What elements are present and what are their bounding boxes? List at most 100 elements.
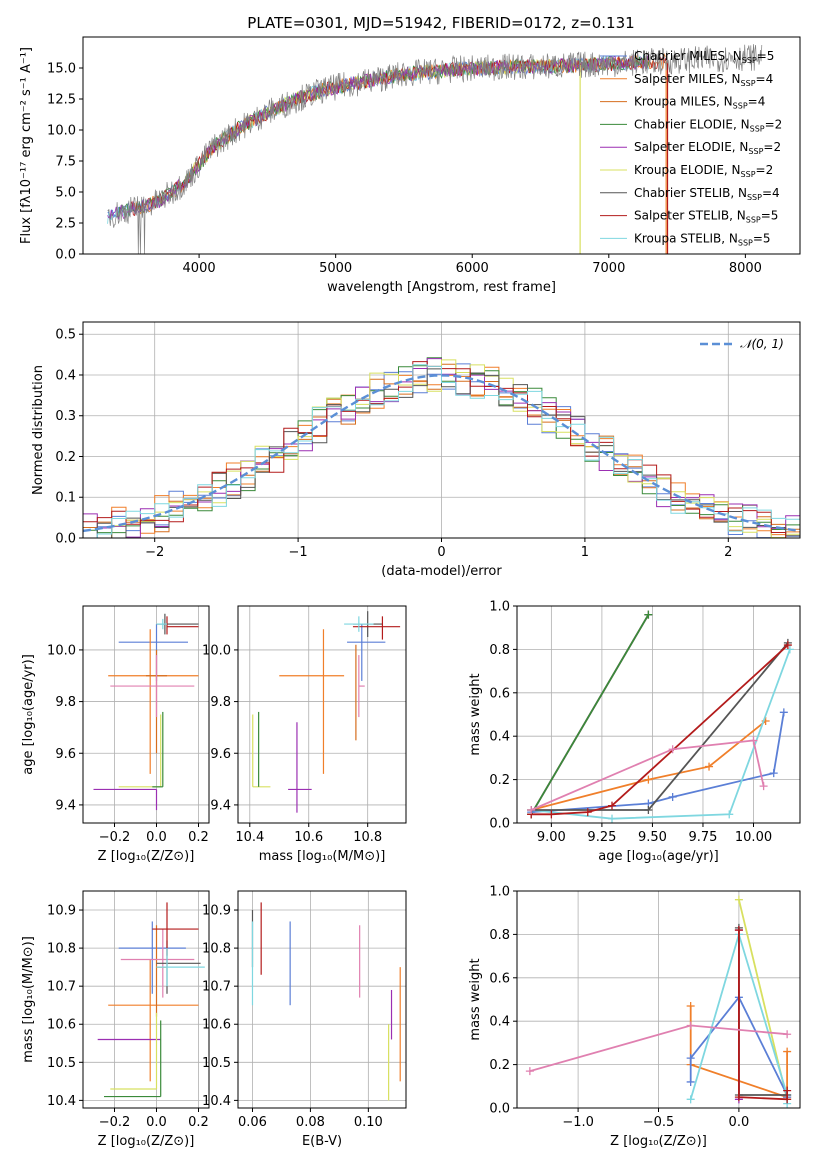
data-point-marker — [769, 769, 778, 778]
x-tick-label: 0.08 — [296, 1115, 325, 1130]
data-point-marker — [686, 1054, 695, 1063]
y-tick-label: 2.5 — [55, 217, 76, 232]
legend-label-sub: SSP — [742, 56, 757, 65]
data-point-marker — [734, 926, 743, 935]
data-point-marker — [705, 762, 714, 771]
legend-label-sub: SSP — [741, 170, 756, 179]
legend-label-main: Salpeter ELODIE, N — [634, 140, 748, 154]
x-tick-label: 0.2 — [188, 1115, 209, 1130]
axes-frame — [82, 605, 210, 824]
x-axis-label: wavelength [Angstrom, rest frame] — [327, 280, 556, 295]
legend-label-sub: SSP — [747, 193, 762, 202]
legend-label: Kroupa STELIB, NSSP=5 — [634, 231, 771, 247]
x-axis-label: (data-model)/error — [381, 564, 502, 579]
y-tick-label: 0.6 — [489, 686, 510, 701]
y-tick-label: 12.5 — [47, 93, 76, 108]
legend-label-sub: SSP — [750, 124, 765, 133]
x-tick-label: −0.2 — [99, 1115, 131, 1130]
y-tick-label: 10.0 — [47, 124, 76, 139]
y-tick-label: 0.1 — [55, 491, 76, 506]
y-tick-label: 9.8 — [210, 695, 231, 710]
y-tick-label: 9.4 — [210, 798, 231, 813]
x-tick-label: 0.06 — [238, 1115, 267, 1130]
y-tick-label: 0.0 — [489, 817, 510, 832]
series-line — [531, 644, 789, 816]
data-point-marker — [734, 1093, 743, 1102]
data-point-marker — [525, 1067, 534, 1076]
x-tick-label: 9.75 — [688, 830, 717, 845]
data-point-marker — [783, 641, 792, 650]
legend-label-main: Chabrier ELODIE, N — [634, 117, 750, 131]
y-axis-label: mass [log₁₀(M/M⊙)] — [21, 936, 36, 1063]
data-point-marker — [783, 1095, 792, 1104]
legend-label-main: Salpeter STELIB, N — [634, 209, 746, 223]
legend-label-tail: =2 — [756, 163, 774, 177]
series-line — [738, 930, 788, 1101]
legend-label-sub: SSP — [733, 102, 748, 111]
y-tick-label: 0.8 — [489, 643, 510, 658]
legend-label-sub: SSP — [738, 238, 753, 247]
legend-label-main: Chabrier STELIB, N — [634, 186, 747, 200]
legend-label: Kroupa MILES, NSSP=4 — [634, 95, 765, 111]
y-axis-label: age [log₁₀(age/yr)] — [21, 654, 36, 775]
x-axis-label: Z [log₁₀(Z/Z⊙)] — [610, 1134, 707, 1149]
legend-label-main: Chabrier MILES, N — [634, 49, 742, 63]
x-axis-label: mass [log₁₀(M/M⊙)] — [259, 849, 386, 864]
data-point-marker — [608, 814, 617, 823]
legend-label-sub: SSP — [741, 79, 756, 88]
legend-label-main: Salpeter MILES, N — [634, 72, 741, 86]
y-tick-label: 0.4 — [55, 368, 76, 383]
legend-label-main: Kroupa ELODIE, N — [634, 163, 741, 177]
data-point-marker — [686, 1077, 695, 1086]
data-point-marker — [749, 736, 758, 745]
x-tick-label: −1.0 — [562, 1115, 594, 1130]
data-point-marker — [583, 808, 592, 817]
y-tick-label: 9.8 — [55, 695, 76, 710]
legend-label-sub: SSP — [746, 216, 761, 225]
legend-label: Salpeter STELIB, NSSP=5 — [634, 209, 778, 225]
data-point-marker — [686, 1095, 695, 1104]
y-tick-label: 9.4 — [55, 798, 76, 813]
y-tick-label: 0.2 — [489, 773, 510, 788]
y-tick-label: 0.6 — [489, 971, 510, 986]
x-tick-label: 0.10 — [354, 1115, 383, 1130]
y-tick-label: 0.0 — [55, 248, 76, 263]
series-line — [530, 614, 650, 815]
series-line — [531, 712, 785, 813]
y-tick-label: 10.0 — [47, 643, 76, 658]
series-line — [531, 649, 791, 820]
model-spectrum-line — [107, 54, 650, 221]
y-tick-label: 0.4 — [489, 1015, 510, 1030]
y-tick-label: 0.8 — [489, 928, 510, 943]
y-tick-label: 1.0 — [489, 600, 510, 615]
legend-label: 𝒩(0, 1) — [740, 337, 784, 351]
y-tick-label: 10.0 — [202, 643, 231, 658]
data-point-marker — [608, 801, 617, 810]
legend-label-main: Kroupa STELIB, N — [634, 231, 738, 245]
y-tick-label: 10.4 — [202, 1094, 231, 1109]
y-tick-label: 10.6 — [202, 1018, 231, 1033]
x-axis-label: Z [log₁₀(Z/Z⊙)] — [98, 1134, 195, 1149]
y-tick-label: 10.9 — [47, 904, 76, 919]
y-tick-label: 0.0 — [489, 1102, 510, 1117]
legend-label-tail: =5 — [761, 209, 779, 223]
axes-frame — [82, 36, 801, 255]
legend-label: Salpeter ELODIE, NSSP=2 — [634, 140, 781, 156]
legend-label-tail: =4 — [756, 72, 774, 86]
data-point-marker — [668, 745, 677, 754]
x-axis-label: age [log₁₀(age/yr)] — [598, 849, 719, 864]
x-tick-label: 10.8 — [353, 830, 382, 845]
data-point-marker — [779, 708, 788, 717]
chart-title: PLATE=0301, MJD=51942, FIBERID=0172, z=0… — [247, 14, 634, 32]
x-tick-label: −1 — [289, 545, 308, 560]
y-tick-label: 0.3 — [55, 409, 76, 424]
y-axis-label: Normed distribution — [31, 365, 46, 495]
x-tick-label: 0.0 — [146, 1115, 167, 1130]
legend-label-tail: =2 — [765, 117, 783, 131]
data-point-marker — [783, 1047, 792, 1056]
legend-label: Kroupa ELODIE, NSSP=2 — [634, 163, 773, 179]
x-tick-label: 0.0 — [146, 830, 167, 845]
x-tick-label: 6000 — [456, 261, 489, 276]
axes-frame — [237, 605, 407, 824]
